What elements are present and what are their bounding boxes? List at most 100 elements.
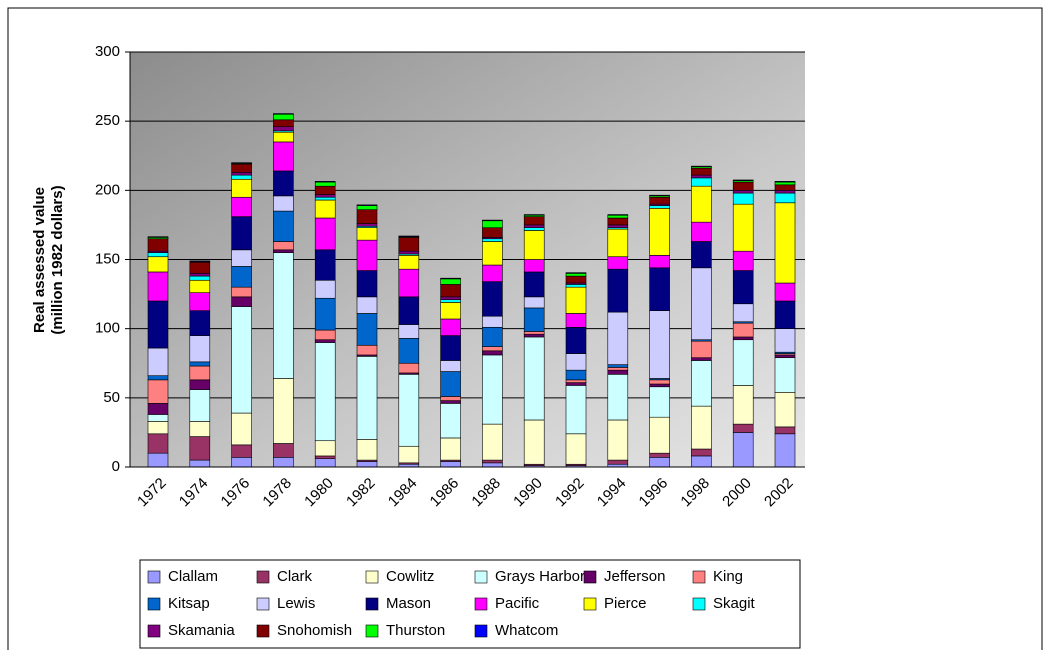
legend-swatch — [583, 570, 597, 584]
bar-segment — [231, 296, 252, 307]
bar-segment — [356, 239, 378, 271]
bar-segment — [482, 264, 503, 282]
bar-segment — [398, 338, 420, 364]
bar-segment — [440, 299, 461, 303]
bar-segment — [273, 131, 294, 143]
bar-segment — [565, 273, 587, 277]
legend-label: Skagit — [713, 595, 756, 612]
bar-segment — [398, 374, 420, 447]
bar-segment — [523, 259, 545, 273]
bar-segment — [607, 256, 629, 270]
legend-swatch — [147, 570, 161, 584]
bar-segment — [691, 360, 712, 407]
bar-segment — [482, 350, 503, 356]
bar-segment — [189, 379, 211, 390]
bar-segment — [523, 216, 545, 226]
bar-segment — [398, 445, 420, 464]
bar-segment — [774, 426, 796, 435]
bar-segment — [440, 400, 461, 404]
bar-segment — [482, 346, 503, 352]
bar-segment — [356, 461, 378, 468]
bar-segment — [440, 284, 461, 298]
bar-segment — [565, 284, 587, 288]
bar-segment — [147, 403, 169, 415]
bar-segment — [356, 296, 378, 314]
bar-segment — [398, 362, 420, 374]
bar-segment — [691, 174, 712, 179]
bar-segment — [607, 367, 629, 371]
bar-segment — [356, 205, 378, 211]
bar-segment — [523, 227, 545, 231]
bar-segment — [189, 260, 211, 262]
bar-segment — [273, 113, 294, 121]
bar-segment — [314, 455, 336, 459]
legend-swatch — [474, 597, 488, 611]
bar-segment — [774, 184, 796, 191]
legend-label: Clark — [277, 568, 313, 585]
bar-segment — [231, 174, 252, 180]
bar-segment — [774, 181, 796, 186]
bar-segment — [231, 163, 252, 173]
bar-segment — [147, 238, 169, 252]
bar-segment — [774, 357, 796, 393]
y-tick-label: 0 — [112, 458, 120, 475]
legend-label: Pacific — [495, 595, 540, 612]
bar-segment — [774, 190, 796, 194]
bar-segment — [189, 261, 211, 274]
bar-segment — [273, 457, 294, 468]
bar-segment — [356, 439, 378, 461]
y-tick-label: 250 — [95, 112, 120, 129]
bar-segment — [649, 194, 670, 197]
bar-segment — [607, 364, 629, 368]
bar-segment — [398, 235, 420, 237]
legend-label: Snohomish — [277, 622, 352, 639]
bar-segment — [774, 181, 796, 183]
bar-segment — [189, 335, 211, 363]
bar-segment — [607, 311, 629, 365]
legend-swatch — [692, 597, 706, 611]
legend-label: Pierce — [604, 595, 647, 612]
y-axis-title: (million 1982 dollars) — [49, 185, 66, 334]
bar-segment — [231, 249, 252, 267]
bar-segment — [356, 223, 378, 227]
bar-segment — [607, 459, 629, 465]
bar-segment — [565, 379, 587, 383]
bar-segment — [774, 300, 796, 329]
bar-segment — [565, 275, 587, 284]
bar-segment — [231, 178, 252, 198]
legend-swatch — [256, 597, 270, 611]
bar-segment — [774, 282, 796, 302]
bar-segment — [732, 190, 754, 194]
bar-segment — [231, 306, 252, 414]
legend-swatch — [147, 624, 161, 638]
bar-segment — [732, 270, 754, 305]
bar-segment — [440, 278, 461, 285]
bar-segment — [440, 277, 461, 280]
legend-label: Grays Harbor — [495, 568, 585, 585]
bar-segment — [523, 336, 545, 421]
bar-segment — [649, 457, 670, 468]
legend-label: Lewis — [277, 595, 315, 612]
bar-segment — [356, 204, 378, 206]
bar-segment — [314, 181, 336, 183]
bar-segment — [732, 192, 754, 205]
bar-segment — [398, 255, 420, 270]
bar-segment — [607, 268, 629, 313]
legend — [139, 559, 801, 649]
y-tick-label: 200 — [95, 181, 120, 198]
bar-segment — [732, 432, 754, 468]
bar-segment — [649, 379, 670, 385]
bar-segment — [440, 360, 461, 372]
bar-segment — [189, 421, 211, 437]
bar-segment — [482, 227, 503, 238]
bar-segment — [774, 328, 796, 353]
bar-segment — [398, 324, 420, 339]
bar-segment — [732, 423, 754, 433]
bar-segment — [356, 356, 378, 440]
bar-segment — [649, 267, 670, 311]
bar-segment — [440, 371, 461, 397]
bar-segment — [482, 238, 503, 242]
bar-segment — [273, 113, 294, 115]
bar-segment — [356, 313, 378, 346]
bar-segment — [147, 300, 169, 349]
